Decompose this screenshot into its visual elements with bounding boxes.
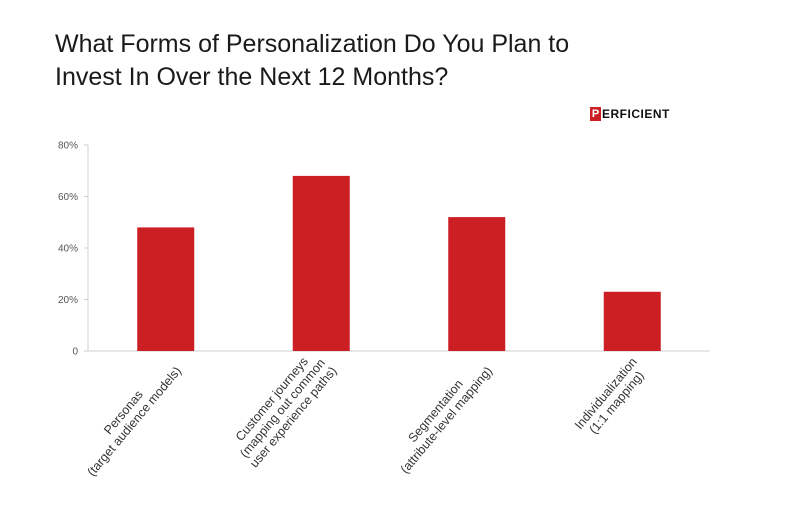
category-label: Segmentation(attribute-level mapping) [398,364,495,476]
perficient-logo: P ERFICIENT [590,106,670,122]
category-label: Personas(target audience models) [84,364,184,479]
bar [448,217,506,351]
bar [292,175,350,351]
chart-title: What Forms of Personalization Do You Pla… [55,28,569,94]
y-tick-label: 20% [58,295,78,306]
category-label: Individualization(1:1 mapping) [572,355,647,437]
y-tick-label: 60% [58,192,78,203]
chart-title-line-2: Invest In Over the Next 12 Months? [55,63,449,91]
y-tick-label: 40% [58,244,78,255]
category-label-line: (attribute-level mapping) [398,364,495,476]
category-label-line: (mapping out common [237,356,328,460]
category-label-line: (target audience models) [84,364,184,479]
logo-text: ERFICIENT [602,107,670,121]
bar [603,291,661,351]
bar [137,227,195,351]
chart-bars [137,175,661,351]
category-label: Customer journeys(mapping out commonuser… [233,354,340,470]
y-tick-label: 80% [58,141,78,152]
chart-category-labels: Personas(target audience models) Customer… [84,354,647,479]
chart-title-line-1: What Forms of Personalization Do You Pla… [55,30,570,58]
logo-mark: P [590,107,601,121]
y-tick-label: 0 [72,347,78,358]
